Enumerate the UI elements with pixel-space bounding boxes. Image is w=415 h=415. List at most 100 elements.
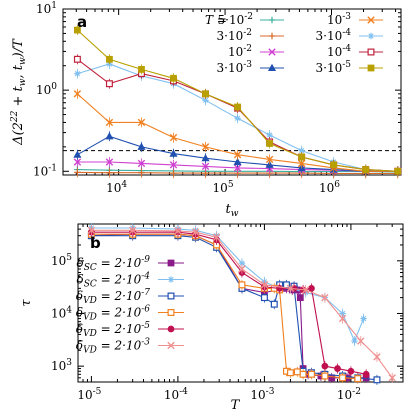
panel-b-legend-marker [167,309,175,316]
panel-b-data-point [293,368,301,376]
text-part: w [18,57,28,65]
panel-b-x-tick-label: 10-2 [337,387,361,402]
panel-a-data-point [297,159,306,168]
panel-a-data-point [73,55,81,63]
panel-a-data-point [74,70,81,77]
text-part: w [18,78,28,86]
text-part: 10 [51,306,66,320]
text-part: + t [11,85,26,110]
text-part: SC [84,263,97,273]
panel-a-series [73,88,402,177]
text-part: VD [83,329,97,339]
panel-b-data-point [338,314,347,323]
panel-a-data-point [266,140,273,147]
text-part: VD [83,313,97,323]
panel-b-legend-label: δVD = 2·10-5 [76,321,150,339]
panel-b-data-point [328,374,336,382]
panel-b-data-point [354,375,362,383]
text-part: 5 [228,180,234,190]
panel-a-legend-label: 5·10-2 [218,12,254,27]
panel-b-series-line [91,231,367,375]
panel-a-data-point [169,149,178,157]
text-part: T = [205,13,227,27]
panel-b-series-line [91,229,393,379]
text-part: 1 [51,1,57,11]
text-part: 22 [10,110,20,123]
panel-b-data-point [339,374,347,382]
panel-a-legend-marker [367,48,375,56]
panel-a-data-point [105,80,113,88]
panel-b-legend-label: δSC = 2·10-9 [77,255,151,273]
text-part: 5 [66,253,72,263]
panel-b-legend-label: δVD = 2·10-7 [76,288,150,306]
text-part: -9 [141,255,150,265]
panel-b-data-point [238,281,246,289]
text-part: T [231,398,241,413]
text-part: -4 [141,272,150,282]
text-part: 10 [164,388,179,402]
panel-a-legend-label: 3·10-4 [316,28,352,43]
panel-a-legend-title: T = [205,13,227,27]
panel-a-data-point [234,115,241,122]
panel-a-x-tick-label: 105 [213,180,234,195]
text-part: -2 [244,12,253,22]
panel-a-x-tick-label: 106 [319,180,340,195]
text-part: 3·10 [217,29,244,43]
panel-a-data-point [74,26,81,34]
panel-a-data-point [137,142,146,150]
panel-a-legend-marker [367,32,375,40]
panel-b-y-tick-label: 105 [51,253,72,268]
text-part: 3 [66,358,72,368]
panel-b-data-point [212,233,221,241]
panel-b-x-tick-label: 10-3 [250,387,274,402]
panel-b-x-tick-label: 10-5 [77,387,101,402]
text-part: 10 [337,388,352,402]
text-part: 0 [51,82,57,92]
panel-b-data-point [286,369,294,377]
text-part: δ [77,256,84,270]
panel-b-y-tick-label: 103 [51,358,72,373]
panel-a-data-point [105,118,114,127]
text-part: 10 [106,181,121,195]
panel-b-data-point [373,353,381,361]
text-part: -3 [141,338,150,348]
panel-b-legend-label: δVD = 2·10-6 [76,305,150,323]
text-part: 10 [36,83,51,97]
panel-a-y-axis-label: Δ(222 + tw, tw)/T [10,38,28,146]
panel-a-y-tick-label: 10-1 [33,163,57,178]
panel-a-data-point [170,169,177,177]
panel-b-data-point [362,370,370,378]
text-part: VD [83,346,97,356]
panel-a-data-point [201,153,210,162]
panel-b-data-point [270,300,278,308]
panel-a-data-point [138,169,145,176]
text-part: Δ(2 [11,122,26,146]
panel-b-data-point [260,294,268,302]
panel-a-data-point [137,118,146,127]
panel-b-frame [77,223,404,383]
text-part: -2 [243,28,252,38]
panel-a-data-point [233,157,242,166]
text-part: -4 [342,28,351,38]
panel-b-data-point [321,362,329,370]
panel-a-legend-label: 10-3 [327,12,351,27]
text-part: -3 [243,60,252,70]
text-part: 10 [250,388,265,402]
text-part: 10 [36,2,51,16]
panel-a-y-tick-label: 100 [36,82,57,97]
panel-a-data-point [234,103,241,111]
text-part: -1 [48,163,57,173]
panel-b-data-point [301,286,310,294]
panel-b-series [88,227,370,380]
panel-b-data-point [296,294,304,302]
panel-a-series [74,25,402,177]
text-part: = 2·10 [97,322,142,336]
panel-a-legend-marker [367,64,375,72]
panel-a-data-point [298,147,305,154]
text-part: -7 [141,288,150,298]
panel-b-legend-marker [167,292,175,300]
text-part: 3·10 [217,61,244,75]
panel-b-data-point [373,376,381,384]
panel-b-y-tick-label: 104 [51,305,72,320]
